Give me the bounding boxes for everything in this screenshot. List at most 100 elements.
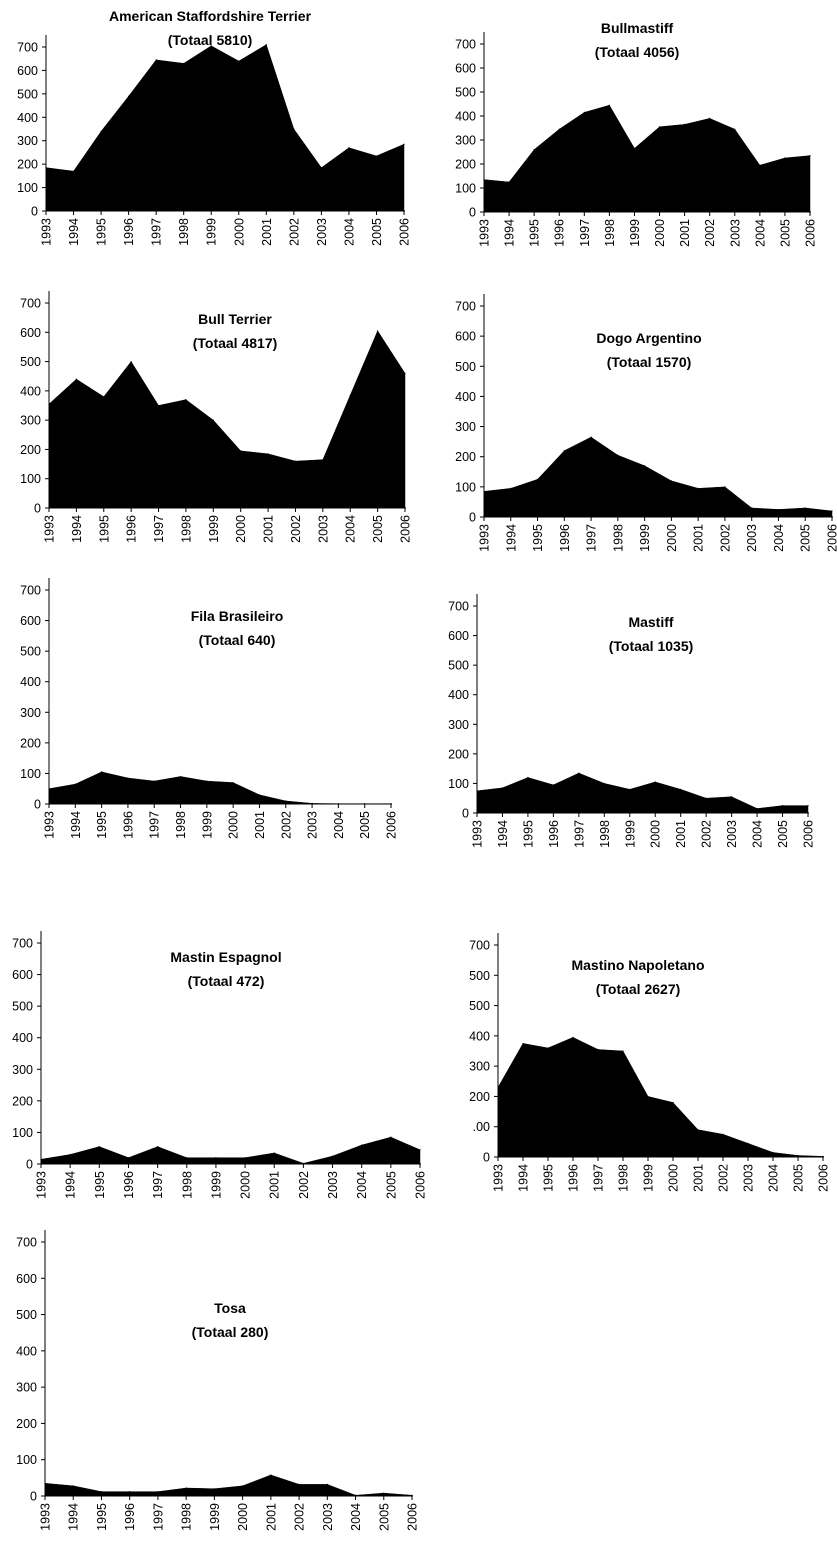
data-point-1999 [633,147,636,149]
x-tick-label: 1998 [179,515,193,543]
data-point-2004 [756,807,758,810]
x-tick-label: 2000 [234,515,248,543]
x-tick-label: 1995 [528,219,542,247]
data-point-1998 [186,1157,188,1159]
area-series-fila-brasileiro [48,771,392,805]
data-point-2000 [242,1485,244,1487]
chart-title: Bullmastiff [601,20,674,36]
x-tick-label: 2004 [753,219,767,247]
x-tick-label: 1997 [592,1164,606,1192]
x-tick-label: 2001 [260,218,274,246]
y-tick-label: 600 [448,629,469,643]
x-tick-label: 1995 [542,1164,556,1192]
x-tick-label: 1995 [95,1503,109,1531]
data-point-1999 [629,788,631,790]
x-tick-label: 2006 [385,811,399,839]
y-tick-label: 100 [12,1126,33,1140]
y-tick-label: 100 [20,472,41,486]
data-point-1997 [157,1146,159,1148]
data-point-2002 [293,128,295,130]
x-tick-label: 1999 [200,811,214,839]
x-tick-label: 2005 [776,820,790,848]
x-tick-label: 2005 [377,1503,391,1531]
y-tick-label: 100 [20,767,41,781]
x-tick-label: 2005 [799,524,813,552]
x-tick-label: 2002 [293,1503,307,1531]
data-point-1997 [155,59,157,61]
area-series-mastin-espagnol [40,1136,421,1165]
x-tick-label: 2000 [653,219,667,247]
chart-subtitle: (Totaal 4817) [193,335,278,351]
x-tick-label: 1995 [95,218,109,246]
x-tick-label: 1995 [521,820,535,848]
y-tick-label: 200 [455,450,476,464]
y-tick-label: 400 [455,390,476,404]
x-tick-label: 1997 [148,811,162,839]
chart-mastiff: 0 100 200 300 400 500 600 700 1993 1994 1995 1996 19… [448,594,816,848]
y-tick-label: 100 [455,480,476,494]
data-point-1998 [617,454,619,456]
y-tick-label: 500 [455,86,476,100]
x-tick-label: 1993 [35,1171,49,1199]
data-point-2002 [724,486,726,488]
x-tick-label: 1995 [97,515,111,543]
x-tick-label: 2002 [717,1164,731,1192]
y-tick-label: .00 [473,1120,490,1134]
area-series-american-staffordshire-terrier [45,44,405,212]
data-point-2004 [349,394,351,396]
y-tick-label: 500 [17,87,38,101]
y-tick-label: 400 [20,675,41,689]
data-point-1997 [157,1491,159,1493]
data-point-2000 [658,126,661,128]
y-tick-label: 200 [455,158,476,172]
x-tick-label: 2003 [326,1171,340,1199]
y-tick-label: 200 [12,1094,33,1108]
y-tick-label: 700 [455,38,476,52]
x-tick-label: 1994 [496,820,510,848]
x-tick-label: 2004 [349,1503,363,1531]
data-point-2003 [747,1142,749,1144]
area-series-bull-terrier [48,330,406,509]
x-tick-label: 2001 [678,219,692,247]
data-point-2005 [390,1136,392,1138]
chart-subtitle: (Totaal 2627) [596,981,681,997]
data-point-1995 [533,149,535,151]
x-tick-label: 1994 [70,515,84,543]
x-tick-label: 1993 [478,219,492,247]
x-tick-label: 1998 [617,1164,631,1192]
data-point-2005 [781,805,784,807]
x-tick-label: 1998 [611,524,625,552]
data-point-1994 [75,378,77,380]
x-tick-label: 1998 [180,1503,194,1531]
data-point-1996 [129,1491,131,1493]
data-point-2005 [375,155,378,157]
data-point-1996 [552,784,554,786]
x-tick-label: 2001 [268,1171,282,1199]
x-tick-label: 2002 [279,811,293,839]
data-point-1995 [103,396,105,398]
y-tick-label: 300 [16,1381,37,1395]
data-point-2001 [273,1152,275,1154]
y-tick-label: 500 [12,1000,33,1014]
chart-bull-terrier: 0 100 200 300 400 500 600 700 1993 1994 1995 1996 19… [20,291,413,543]
data-point-1998 [179,775,182,778]
x-tick-label: 2006 [399,515,413,543]
y-tick-label: 300 [455,134,476,148]
chart-title: Mastin Espagnol [170,949,281,965]
x-tick-label: 1996 [122,218,136,246]
data-point-2006 [404,372,406,374]
x-tick-label: 2003 [745,524,759,552]
x-tick-label: 1993 [39,1503,53,1531]
y-tick-label: 300 [20,414,41,428]
data-point-2001 [697,1129,699,1131]
data-point-1994 [510,487,512,489]
data-point-2001 [684,123,686,125]
x-tick-label: 1997 [151,1503,165,1531]
y-tick-label: 0 [469,511,476,525]
y-tick-label: 0 [30,1490,37,1504]
x-tick-label: 1996 [567,1164,581,1192]
data-point-1996 [130,360,132,363]
x-tick-label: 2000 [665,524,679,552]
data-point-2005 [797,1154,799,1157]
